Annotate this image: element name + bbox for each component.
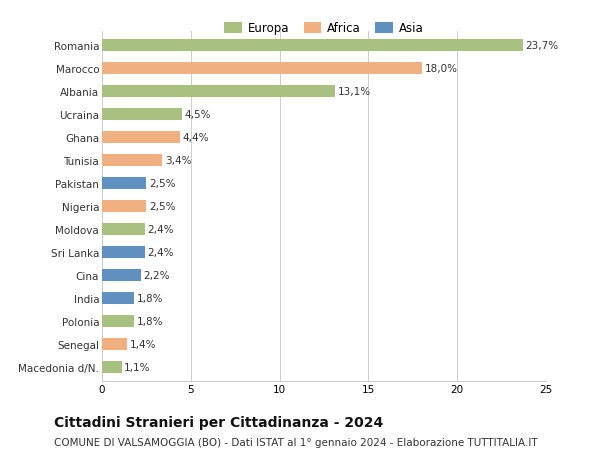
- Bar: [102, 62, 422, 75]
- Legend: Europa, Africa, Asia: Europa, Africa, Asia: [221, 19, 427, 39]
- Text: 2,5%: 2,5%: [149, 179, 176, 189]
- Text: Cittadini Stranieri per Cittadinanza - 2024: Cittadini Stranieri per Cittadinanza - 2…: [54, 415, 383, 429]
- Text: 2,4%: 2,4%: [147, 247, 174, 257]
- Bar: [102, 108, 182, 121]
- Bar: [102, 246, 145, 259]
- Bar: [102, 315, 134, 328]
- Text: 1,4%: 1,4%: [130, 339, 156, 349]
- Text: 2,2%: 2,2%: [144, 270, 170, 280]
- Bar: [102, 177, 146, 190]
- Bar: [102, 361, 122, 374]
- Bar: [102, 269, 141, 282]
- Bar: [102, 154, 163, 167]
- Bar: [102, 85, 335, 98]
- Text: 3,4%: 3,4%: [165, 156, 191, 166]
- Text: 2,4%: 2,4%: [147, 224, 174, 235]
- Bar: [102, 131, 180, 144]
- Text: 1,8%: 1,8%: [137, 293, 163, 303]
- Text: COMUNE DI VALSAMOGGIA (BO) - Dati ISTAT al 1° gennaio 2024 - Elaborazione TUTTIT: COMUNE DI VALSAMOGGIA (BO) - Dati ISTAT …: [54, 437, 538, 447]
- Text: 1,1%: 1,1%: [124, 362, 151, 372]
- Text: 23,7%: 23,7%: [526, 41, 559, 51]
- Text: 18,0%: 18,0%: [424, 64, 457, 74]
- Text: 4,4%: 4,4%: [183, 133, 209, 143]
- Bar: [102, 39, 523, 52]
- Text: 1,8%: 1,8%: [137, 316, 163, 326]
- Text: 4,5%: 4,5%: [185, 110, 211, 120]
- Text: 2,5%: 2,5%: [149, 202, 176, 212]
- Bar: [102, 292, 134, 305]
- Text: 13,1%: 13,1%: [337, 87, 370, 97]
- Bar: [102, 200, 146, 213]
- Bar: [102, 223, 145, 236]
- Bar: [102, 338, 127, 351]
